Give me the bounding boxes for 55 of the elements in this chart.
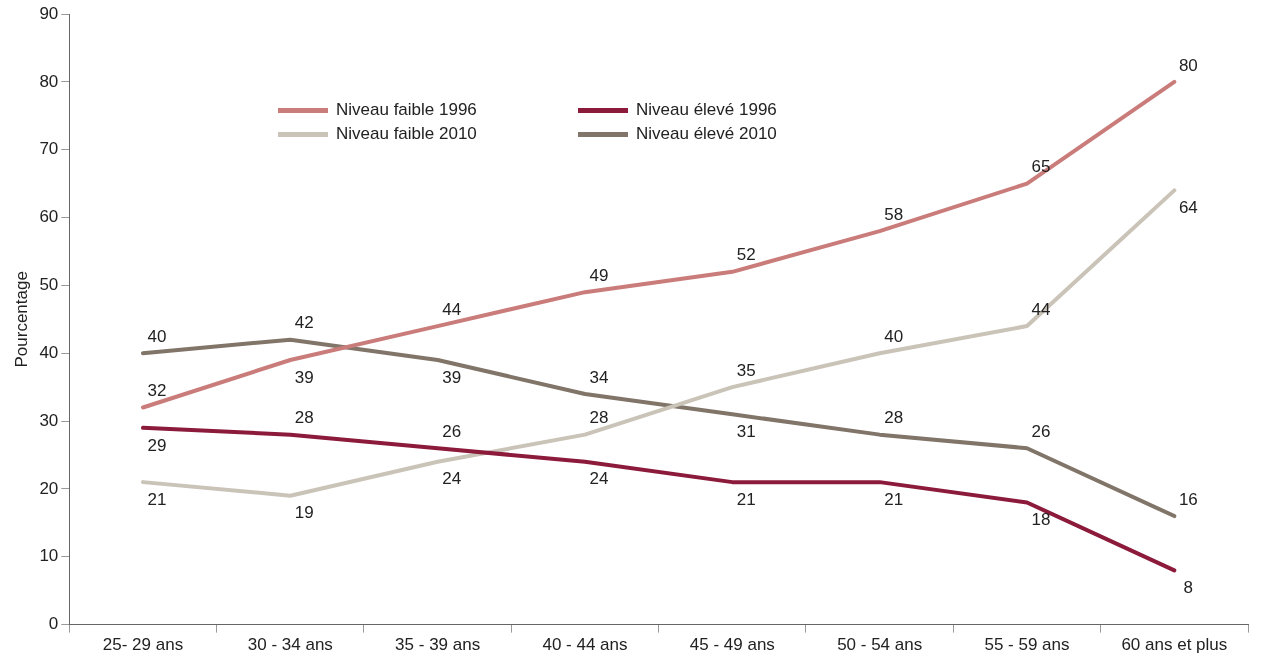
data-label: 52 (736, 245, 756, 265)
x-tick-label: 50 - 54 ans (837, 635, 923, 655)
data-label: 44 (442, 299, 462, 319)
x-tick-label: 40 - 44 ans (542, 635, 628, 655)
x-tick-label: 30 - 34 ans (247, 635, 333, 655)
x-tick-label: 45 - 49 ans (689, 635, 775, 655)
data-label: 21 (147, 489, 167, 509)
y-tick-label: 70 (39, 139, 59, 159)
data-label: 80 (1178, 55, 1198, 75)
data-label: 58 (884, 204, 904, 224)
data-label: 26 (1031, 421, 1051, 441)
data-label: 26 (442, 421, 462, 441)
y-tick-label: 50 (39, 275, 59, 295)
legend-label: Niveau élevé 1996 (636, 100, 777, 120)
y-tick-label: 20 (39, 478, 59, 498)
y-tick-label: 90 (39, 3, 59, 23)
data-label: 65 (1031, 157, 1051, 177)
legend-label: Niveau élevé 2010 (636, 124, 777, 144)
data-label: 42 (294, 313, 314, 333)
data-label: 24 (442, 469, 462, 489)
data-label: 39 (294, 367, 314, 387)
data-label: 28 (589, 408, 609, 428)
data-label: 29 (147, 435, 167, 455)
y-tick-label: 60 (39, 207, 59, 227)
data-label: 34 (589, 367, 609, 387)
data-label: 28 (294, 408, 314, 428)
legend-label: Niveau faible 2010 (336, 124, 477, 144)
data-label: 18 (1031, 510, 1051, 530)
y-tick-label: 80 (39, 71, 59, 91)
x-tick-label: 55 - 59 ans (984, 635, 1070, 655)
data-label: 24 (589, 469, 609, 489)
data-label: 8 (1183, 578, 1194, 598)
data-label: 21 (884, 489, 904, 509)
data-label: 16 (1178, 489, 1198, 509)
data-label: 35 (736, 360, 756, 380)
y-tick-label: 0 (48, 614, 59, 634)
data-label: 44 (1031, 299, 1051, 319)
data-label: 21 (736, 489, 756, 509)
data-label: 28 (884, 408, 904, 428)
data-label: 19 (294, 503, 314, 523)
data-label: 32 (147, 381, 167, 401)
data-label: 49 (589, 265, 609, 285)
data-label: 40 (147, 326, 167, 346)
x-tick-label: 35 - 39 ans (395, 635, 481, 655)
y-axis-title: Pourcentage (11, 271, 31, 368)
data-label: 64 (1178, 198, 1198, 218)
x-tick-label: 60 ans et plus (1121, 635, 1228, 655)
data-label: 39 (442, 367, 462, 387)
data-label: 31 (736, 421, 756, 441)
y-tick-label: 30 (39, 410, 59, 430)
y-tick-label: 40 (39, 342, 59, 362)
legend-label: Niveau faible 1996 (336, 100, 477, 120)
data-label: 40 (884, 326, 904, 346)
x-tick-label: 25- 29 ans (102, 635, 184, 655)
y-tick-label: 10 (39, 546, 59, 566)
